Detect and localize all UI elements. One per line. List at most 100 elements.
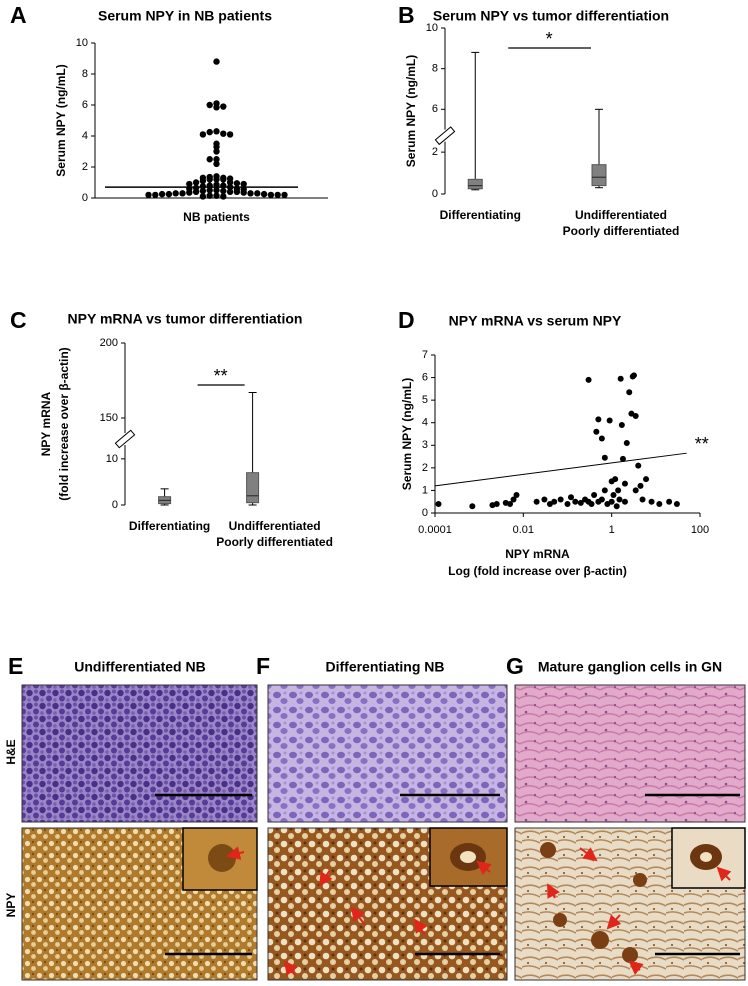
x-tick-label: 0.01 bbox=[513, 524, 534, 536]
data-point bbox=[639, 496, 646, 503]
data-point bbox=[213, 128, 220, 135]
y-tick-label: 6 bbox=[432, 103, 438, 115]
data-point bbox=[206, 192, 213, 199]
panel-letter: G bbox=[506, 653, 524, 679]
data-point bbox=[577, 499, 584, 506]
y-tick-label: 6 bbox=[422, 371, 428, 383]
y-tick-label: 0 bbox=[432, 188, 438, 200]
data-point bbox=[588, 500, 595, 507]
box bbox=[246, 472, 260, 504]
data-point bbox=[206, 101, 213, 109]
data-point bbox=[510, 496, 517, 503]
data-point bbox=[469, 503, 476, 510]
arrow bbox=[547, 883, 560, 899]
data-point bbox=[612, 476, 619, 483]
arrows bbox=[226, 846, 732, 976]
y-axis-label: Serum NPY (ng/mL) bbox=[54, 64, 68, 176]
data-point bbox=[493, 500, 500, 507]
data-point bbox=[593, 428, 600, 435]
box bbox=[467, 178, 483, 190]
data-point bbox=[564, 500, 571, 507]
y-tick-label: 2 bbox=[82, 161, 88, 173]
data-point bbox=[199, 131, 207, 138]
data-point bbox=[541, 496, 548, 503]
micrograph-he-e bbox=[21, 684, 258, 823]
data-point bbox=[213, 176, 220, 183]
y-tick-label: 8 bbox=[432, 63, 438, 75]
y-tick-label: 200 bbox=[100, 337, 118, 349]
panel-letter: E bbox=[8, 653, 23, 679]
panel-title: Mature ganglion cells in GN bbox=[538, 659, 722, 675]
data-point bbox=[213, 58, 220, 65]
x-tick-label: 0.0001 bbox=[418, 524, 452, 536]
box bbox=[591, 164, 607, 187]
data-point bbox=[615, 487, 622, 494]
data-point bbox=[213, 156, 220, 163]
y-tick-label: 150 bbox=[100, 412, 118, 424]
y-tick-label: 6 bbox=[82, 99, 88, 111]
data-point bbox=[213, 148, 220, 155]
data-point bbox=[619, 455, 626, 462]
data-point bbox=[220, 176, 227, 183]
trendline bbox=[434, 452, 687, 487]
data-point bbox=[233, 180, 241, 187]
data-point bbox=[226, 188, 234, 195]
data-point bbox=[673, 500, 680, 507]
x-tick-label: Differentiating bbox=[440, 208, 521, 222]
y-axis-label: Serum NPY (ng/mL) bbox=[400, 378, 414, 490]
x-tick-label: Poorly differentiated bbox=[216, 535, 333, 549]
y-tick-label: 10 bbox=[426, 22, 438, 34]
inset-cell bbox=[700, 852, 712, 862]
data-point bbox=[626, 389, 633, 396]
data-point bbox=[226, 179, 234, 186]
data-point bbox=[213, 160, 220, 168]
data-point bbox=[643, 476, 650, 483]
data-point bbox=[598, 435, 605, 442]
data-point bbox=[591, 491, 598, 498]
y-tick-label: 0 bbox=[82, 192, 88, 204]
data-point bbox=[213, 104, 220, 111]
panel-letter: C bbox=[10, 307, 27, 333]
data-point bbox=[165, 190, 173, 198]
data-point bbox=[513, 491, 520, 498]
data-point bbox=[648, 498, 655, 505]
panel-title: Undifferentiated NB bbox=[74, 659, 205, 675]
chart-title: NPY mRNA vs serum NPY bbox=[449, 313, 622, 329]
inset-cell bbox=[460, 851, 476, 863]
data-point bbox=[435, 500, 442, 507]
y-tick-label: 10 bbox=[76, 37, 88, 49]
micrograph-he-g bbox=[514, 684, 746, 823]
data-point bbox=[598, 496, 605, 503]
inset-cell bbox=[208, 844, 236, 872]
cell bbox=[540, 842, 556, 858]
data-point bbox=[656, 500, 663, 507]
data-point bbox=[220, 103, 227, 110]
data-point bbox=[226, 131, 234, 138]
data-point bbox=[267, 191, 275, 199]
panel-letter: D bbox=[398, 307, 415, 333]
data-point bbox=[595, 416, 602, 423]
data-point bbox=[623, 440, 630, 447]
axis-break bbox=[114, 429, 136, 449]
data-point bbox=[199, 177, 207, 185]
micrographs bbox=[21, 684, 746, 981]
y-axis-label: NPY mRNA bbox=[39, 391, 53, 456]
data-point bbox=[158, 190, 166, 198]
significance: * bbox=[546, 29, 553, 49]
data-point bbox=[206, 187, 213, 194]
arrow bbox=[476, 860, 492, 876]
data-point bbox=[610, 491, 617, 498]
data-point bbox=[618, 421, 625, 428]
data-point bbox=[666, 498, 673, 505]
data-point bbox=[206, 176, 213, 183]
data-point bbox=[233, 188, 241, 195]
cell bbox=[622, 947, 638, 963]
data-point bbox=[632, 487, 639, 494]
data-point bbox=[260, 190, 268, 198]
row-label: NPY bbox=[4, 893, 18, 918]
data-point bbox=[240, 189, 247, 196]
data-point bbox=[533, 498, 540, 505]
data-point bbox=[172, 190, 179, 197]
micrograph-he-f bbox=[267, 684, 508, 823]
